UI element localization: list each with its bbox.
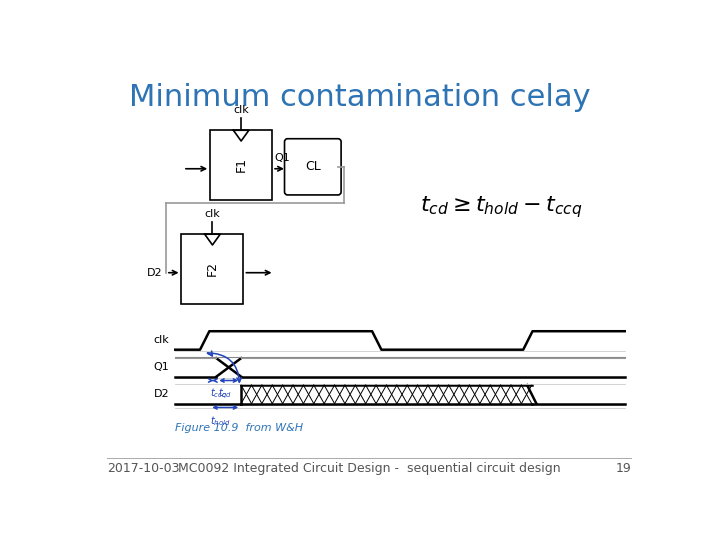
Text: $t_{cd} \geq t_{hold} - t_{ccq}$: $t_{cd} \geq t_{hold} - t_{ccq}$ [420, 194, 582, 220]
Text: clk: clk [153, 335, 169, 346]
Text: D2: D2 [146, 268, 162, 278]
Bar [181, 234, 243, 303]
Text: Q1: Q1 [274, 153, 290, 163]
Text: $t_{ccq}$: $t_{ccq}$ [210, 387, 228, 401]
Text: 2017-10-03: 2017-10-03 [107, 462, 179, 475]
Text: Minimum contamination celay: Minimum contamination celay [129, 83, 590, 112]
Text: MC0092 Integrated Circuit Design -  sequential circuit design: MC0092 Integrated Circuit Design - seque… [178, 462, 560, 475]
Text: $t_{cd}$: $t_{cd}$ [218, 387, 232, 401]
Bar [210, 130, 272, 200]
Text: F1: F1 [235, 157, 248, 172]
Text: $t_{hold}$: $t_{hold}$ [210, 414, 230, 428]
Text: D2: D2 [153, 389, 169, 400]
Text: CL: CL [305, 160, 320, 173]
Text: Figure 10.9  from W&H: Figure 10.9 from W&H [175, 423, 303, 433]
Text: Q1: Q1 [153, 362, 169, 373]
Text: clk: clk [233, 105, 249, 115]
Text: F2: F2 [206, 261, 219, 276]
Text: 19: 19 [615, 462, 631, 475]
Text: clk: clk [204, 209, 220, 219]
